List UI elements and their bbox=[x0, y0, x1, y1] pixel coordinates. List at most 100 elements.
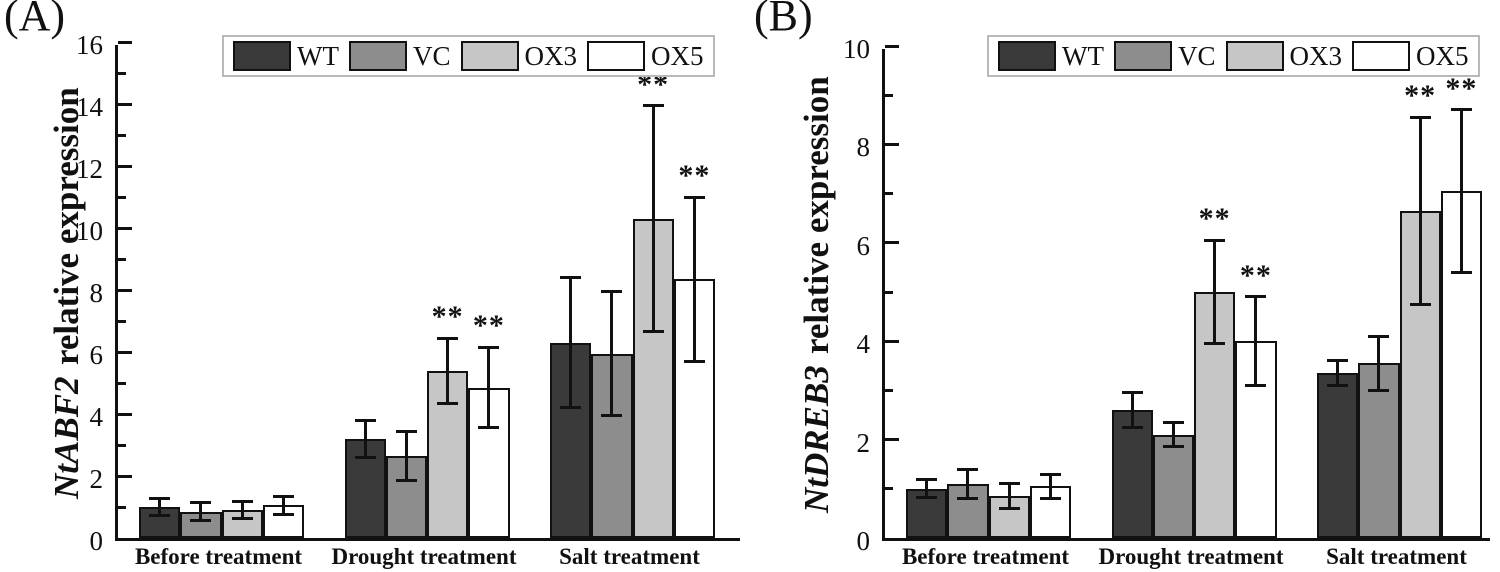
category-label: Drought treatment bbox=[1098, 544, 1284, 569]
error-bar-cap-bottom bbox=[560, 406, 582, 410]
error-bar bbox=[692, 197, 696, 362]
y-major-tick bbox=[885, 241, 899, 245]
error-bar-cap-top bbox=[231, 499, 253, 503]
y-tick-label: 12 bbox=[76, 154, 103, 184]
significance-marker: ** bbox=[678, 159, 711, 192]
y-major-tick bbox=[118, 226, 132, 230]
plot-area: ** ** ** ** bbox=[115, 40, 740, 541]
error-bar bbox=[1336, 360, 1340, 386]
error-bar-cap-bottom bbox=[1162, 445, 1184, 449]
legend: WT VC OX3 OX5 bbox=[222, 35, 715, 77]
legend-swatch-wt bbox=[998, 41, 1056, 71]
significance-marker: ** bbox=[1445, 71, 1478, 105]
error-bar-cap-bottom bbox=[478, 426, 500, 430]
panel-label: (B) bbox=[754, 0, 813, 40]
y-minor-tick bbox=[885, 192, 893, 196]
significance-marker: ** bbox=[472, 309, 505, 343]
error-bar-cap-top bbox=[1450, 108, 1472, 112]
y-major-tick bbox=[118, 288, 132, 292]
bar-wt-2 bbox=[550, 342, 592, 538]
legend-item-vc: VC bbox=[1113, 40, 1226, 71]
legend-label: VC bbox=[412, 40, 451, 71]
y-major-tick bbox=[885, 438, 899, 442]
error-bar-cap-top bbox=[478, 345, 500, 349]
error-bar bbox=[363, 420, 367, 458]
error-bar-cap-bottom bbox=[1039, 496, 1061, 500]
error-bar bbox=[1213, 240, 1217, 344]
legend-swatch-ox3 bbox=[460, 41, 519, 71]
error-bar-cap-bottom bbox=[1245, 383, 1267, 387]
error-bar bbox=[1130, 392, 1134, 428]
legend-label: OX5 bbox=[1416, 40, 1469, 71]
error-bar-cap-bottom bbox=[1409, 302, 1431, 306]
y-tick-label: 4 bbox=[856, 329, 871, 360]
y-major-tick bbox=[118, 350, 132, 354]
error-bar-cap-top bbox=[1204, 238, 1226, 242]
legend-swatch-vc bbox=[1113, 41, 1172, 71]
category-label: Before treatment bbox=[134, 544, 303, 569]
error-bar bbox=[487, 347, 491, 428]
error-bar-cap-bottom bbox=[231, 517, 253, 521]
error-bar-cap-top bbox=[354, 418, 376, 422]
legend-item-ox5: OX5 bbox=[1352, 41, 1469, 71]
error-bar-cap-bottom bbox=[354, 455, 376, 459]
y-minor-tick bbox=[885, 290, 893, 294]
y-minor-tick bbox=[885, 487, 893, 491]
error-bar-cap-top bbox=[1409, 115, 1431, 119]
y-minor-tick bbox=[885, 93, 893, 97]
y-tick-label: 0 bbox=[856, 526, 871, 556]
significance-marker: ** bbox=[1198, 202, 1231, 236]
bar-ox3-1 bbox=[1194, 292, 1236, 538]
legend-item-ox5: OX5 bbox=[587, 41, 704, 71]
error-bar-cap-top bbox=[1327, 359, 1349, 363]
error-bar-cap-bottom bbox=[642, 330, 664, 334]
y-minor-tick bbox=[118, 71, 126, 75]
error-bar-cap-bottom bbox=[395, 479, 417, 483]
error-bar bbox=[240, 501, 244, 519]
error-bar bbox=[1007, 483, 1011, 509]
error-bar bbox=[1418, 117, 1422, 305]
y-axis-title: NtDREB3relative expression bbox=[794, 49, 840, 541]
y-major-tick bbox=[118, 412, 132, 416]
error-bar-cap-top bbox=[395, 429, 417, 433]
error-bar-cap-bottom bbox=[957, 497, 979, 501]
y-major-tick bbox=[118, 40, 132, 44]
error-bar-cap-bottom bbox=[1121, 425, 1143, 429]
error-bar-cap-top bbox=[560, 276, 582, 280]
significance-marker: ** bbox=[1239, 258, 1272, 292]
y-major-tick bbox=[885, 44, 899, 48]
y-tick-label: 4 bbox=[89, 402, 104, 432]
error-bar-cap-bottom bbox=[1368, 388, 1390, 392]
bar-vc-2 bbox=[1358, 363, 1400, 538]
y-tick-label: 10 bbox=[843, 34, 870, 64]
y-minor-tick bbox=[118, 257, 126, 261]
error-bar bbox=[446, 338, 450, 404]
y-axis-title-text: relative expression bbox=[797, 76, 836, 355]
error-bar-cap-top bbox=[683, 195, 705, 199]
y-major-tick bbox=[118, 164, 132, 168]
error-bar-cap-bottom bbox=[272, 513, 294, 517]
error-bar bbox=[966, 469, 970, 499]
legend-label: VC bbox=[1177, 40, 1216, 71]
y-major-tick bbox=[118, 102, 132, 106]
error-bar-cap-top bbox=[601, 290, 623, 294]
legend-label: OX3 bbox=[1289, 40, 1343, 71]
y-minor-tick bbox=[118, 319, 126, 323]
y-minor-tick bbox=[118, 195, 126, 199]
y-tick-label: 2 bbox=[89, 464, 104, 494]
error-bar-cap-top bbox=[1162, 420, 1184, 424]
error-bar-cap-bottom bbox=[601, 414, 623, 418]
y-minor-tick bbox=[118, 381, 126, 385]
category-label: Salt treatment bbox=[559, 544, 700, 569]
legend-item-wt: WT bbox=[998, 41, 1114, 71]
category-label: Drought treatment bbox=[331, 544, 517, 569]
legend-item-vc: VC bbox=[348, 40, 461, 71]
y-minor-tick bbox=[118, 443, 126, 447]
y-major-tick bbox=[885, 142, 899, 146]
error-bar bbox=[651, 105, 655, 332]
error-bar bbox=[610, 291, 614, 416]
error-bar bbox=[281, 496, 285, 515]
y-tick-label: 16 bbox=[76, 30, 103, 60]
error-bar-cap-bottom bbox=[1204, 342, 1226, 346]
